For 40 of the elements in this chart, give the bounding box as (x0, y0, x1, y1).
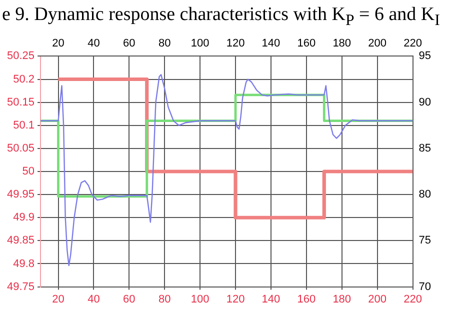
x-tick-label: 140 (262, 38, 280, 50)
x-tick-label: 120 (226, 38, 245, 50)
y2-tick-label: 95 (418, 50, 432, 62)
x2-tick-label: 220 (404, 293, 422, 306)
y2-tick-label: 80 (418, 188, 432, 201)
x2-tick-label: 20 (52, 293, 64, 306)
y-tick-label: 50.2 (13, 73, 35, 86)
y-tick-label: 50.15 (6, 96, 35, 108)
x2-tick-label: 100 (190, 293, 210, 306)
y-tick-label: 50.1 (13, 119, 35, 132)
y-tick-label: 49.85 (6, 234, 35, 247)
x2-tick-label: 40 (88, 293, 100, 306)
x-tick-label: 60 (123, 38, 136, 50)
x2-tick-label: 80 (158, 293, 171, 306)
x2-tick-label: 60 (123, 293, 136, 306)
x-tick-label: 160 (297, 38, 316, 50)
y-tick-label: 49.95 (6, 188, 35, 201)
y2-tick-label: 90 (418, 96, 432, 108)
y2-tick-label: 85 (418, 142, 432, 154)
y2-tick-label: 70 (418, 280, 432, 293)
y-tick-label: 50.05 (6, 142, 35, 154)
x2-tick-label: 180 (332, 293, 352, 306)
x-tick-label: 220 (404, 38, 422, 50)
x-tick-label: 180 (332, 38, 352, 50)
x-tick-label: 80 (158, 38, 171, 50)
x2-tick-label: 120 (226, 293, 245, 306)
y2-tick-label: 75 (418, 234, 432, 247)
x-tick-label: 100 (190, 38, 210, 50)
y-tick-label: 50 (22, 166, 35, 178)
x-tick-label: 20 (52, 38, 64, 50)
y-tick-label: 50.25 (6, 50, 35, 62)
x2-tick-label: 160 (297, 293, 316, 306)
y-tick-label: 49.8 (13, 258, 35, 270)
chart-title: e 9. Dynamic response characteristics with K$_{P}$ = 6 and K$_{I}$ (1, 3, 441, 31)
y-tick-label: 49.75 (6, 280, 35, 293)
x-tick-label: 40 (88, 38, 100, 50)
x2-tick-label: 140 (262, 293, 280, 306)
y-tick-label: 49.9 (13, 212, 35, 224)
x2-tick-label: 200 (368, 293, 386, 306)
x-tick-label: 200 (368, 38, 386, 50)
